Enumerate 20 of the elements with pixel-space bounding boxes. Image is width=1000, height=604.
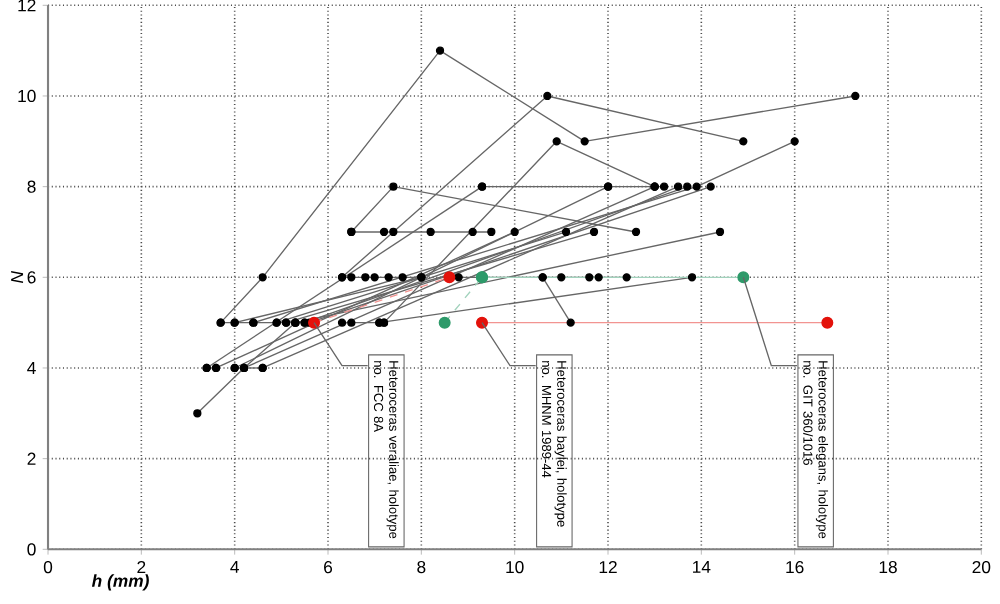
y-axis-title: N bbox=[11, 271, 24, 284]
x-tick-label: 0 bbox=[43, 560, 53, 574]
y-tick-label: 4 bbox=[27, 362, 36, 374]
x-tick-label: 8 bbox=[417, 560, 426, 574]
x-tick-label: 2 bbox=[137, 560, 146, 574]
x-tick-label: 16 bbox=[786, 560, 804, 574]
x-tick-label: 6 bbox=[324, 560, 333, 574]
y-tick-label: 2 bbox=[27, 452, 36, 465]
y-tick-label: 6 bbox=[27, 271, 36, 284]
y-tick-label: 0 bbox=[27, 543, 36, 556]
x-axis-title: h (mm) bbox=[91, 574, 149, 591]
x-tick-label: 18 bbox=[879, 560, 897, 574]
y-tick-label: 10 bbox=[18, 89, 36, 103]
y-tick-label: 8 bbox=[27, 180, 36, 193]
x-tick-label: 12 bbox=[599, 560, 617, 574]
x-tick-label: 20 bbox=[972, 560, 991, 574]
x-tick-label: 14 bbox=[693, 560, 711, 573]
x-tick-label: 10 bbox=[506, 560, 524, 574]
y-tick-label: 12 bbox=[18, 0, 36, 12]
x-tick-label: 4 bbox=[230, 560, 239, 573]
